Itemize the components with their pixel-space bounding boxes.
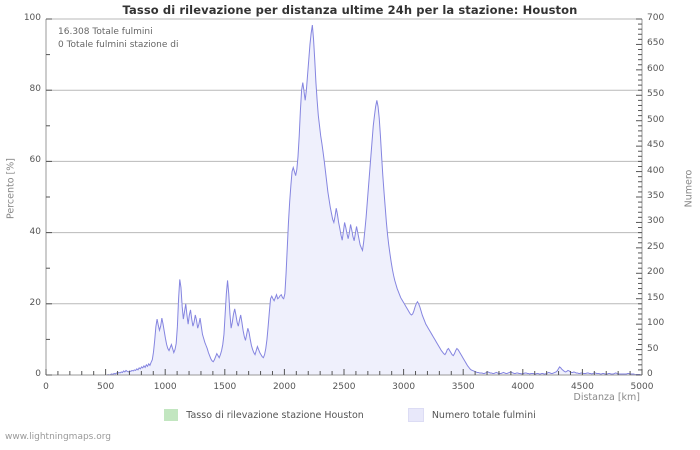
y-axis-right-tick-500: 500	[647, 114, 665, 125]
y-axis-left-tick-100: 100	[23, 13, 41, 23]
y-axis-right-tick-600: 600	[647, 63, 665, 74]
legend-label-detection-rate: Tasso di rilevazione stazione Houston	[186, 409, 364, 421]
y-axis-right-tick-650: 650	[647, 38, 665, 49]
annotation-station-strokes: 0 Totale fulmini stazione di	[58, 39, 179, 50]
footer-url: www.lightningmaps.org	[5, 432, 111, 442]
x-axis-tick-0: 0	[43, 382, 49, 392]
x-axis-tick-4000: 4000	[511, 382, 535, 392]
x-axis-tick-2000: 2000	[272, 382, 296, 392]
y-axis-left-tick-80: 80	[29, 84, 41, 95]
chart-legend: Tasso di rilevazione stazione Houston Nu…	[0, 408, 700, 422]
y-axis-right-tick-400: 400	[647, 165, 665, 176]
x-axis-tick-3500: 3500	[451, 382, 475, 392]
x-axis-tick-3000: 3000	[392, 382, 416, 392]
y-axis-right-title: Numero	[683, 169, 695, 208]
y-axis-right-tick-350: 350	[647, 191, 665, 201]
y-axis-right-tick-550: 550	[647, 89, 665, 100]
y-axis-left-tick-40: 40	[29, 226, 41, 237]
x-axis-tick-2500: 2500	[332, 382, 356, 392]
y-axis-right-tick-50: 50	[647, 343, 659, 354]
y-axis-right-tick-450: 450	[647, 140, 665, 151]
y-axis-right-tick-200: 200	[647, 267, 665, 278]
y-axis-left-tick-60: 60	[29, 155, 41, 166]
annotation-total-strokes: 16.308 Totale fulmini	[58, 27, 153, 37]
y-axis-right-tick-250: 250	[647, 241, 665, 252]
y-axis-right-tick-700: 700	[647, 13, 665, 23]
x-axis-title: Distanza [km]	[573, 392, 640, 403]
y-axis-left-tick-20: 20	[29, 297, 41, 308]
legend-entry-total-strokes: Numero totale fulmini	[407, 408, 536, 422]
legend-entry-detection-rate: Tasso di rilevazione stazione Houston	[164, 409, 364, 421]
x-axis-tick-1000: 1000	[153, 382, 177, 392]
x-axis-tick-5000: 5000	[630, 382, 654, 392]
y-axis-left-tick-0: 0	[35, 369, 41, 379]
y-axis-right-tick-100: 100	[647, 318, 665, 329]
y-axis-right-tick-150: 150	[647, 292, 665, 303]
legend-swatch-detection-rate	[164, 409, 179, 421]
legend-swatch-total-strokes	[407, 408, 424, 422]
chart-annotation: 16.308 Totale fulmini 0 Totale fulmini s…	[58, 26, 179, 51]
y-axis-right-tick-0: 0	[647, 369, 653, 379]
y-axis-right-tick-300: 300	[647, 216, 665, 227]
legend-label-total-strokes: Numero totale fulmini	[431, 409, 536, 421]
x-axis-tick-4500: 4500	[570, 382, 594, 392]
x-axis-tick-1500: 1500	[213, 382, 237, 392]
chart-title: Tasso di rilevazione per distanza ultime…	[122, 3, 578, 17]
x-axis-tick-500: 500	[97, 382, 115, 392]
